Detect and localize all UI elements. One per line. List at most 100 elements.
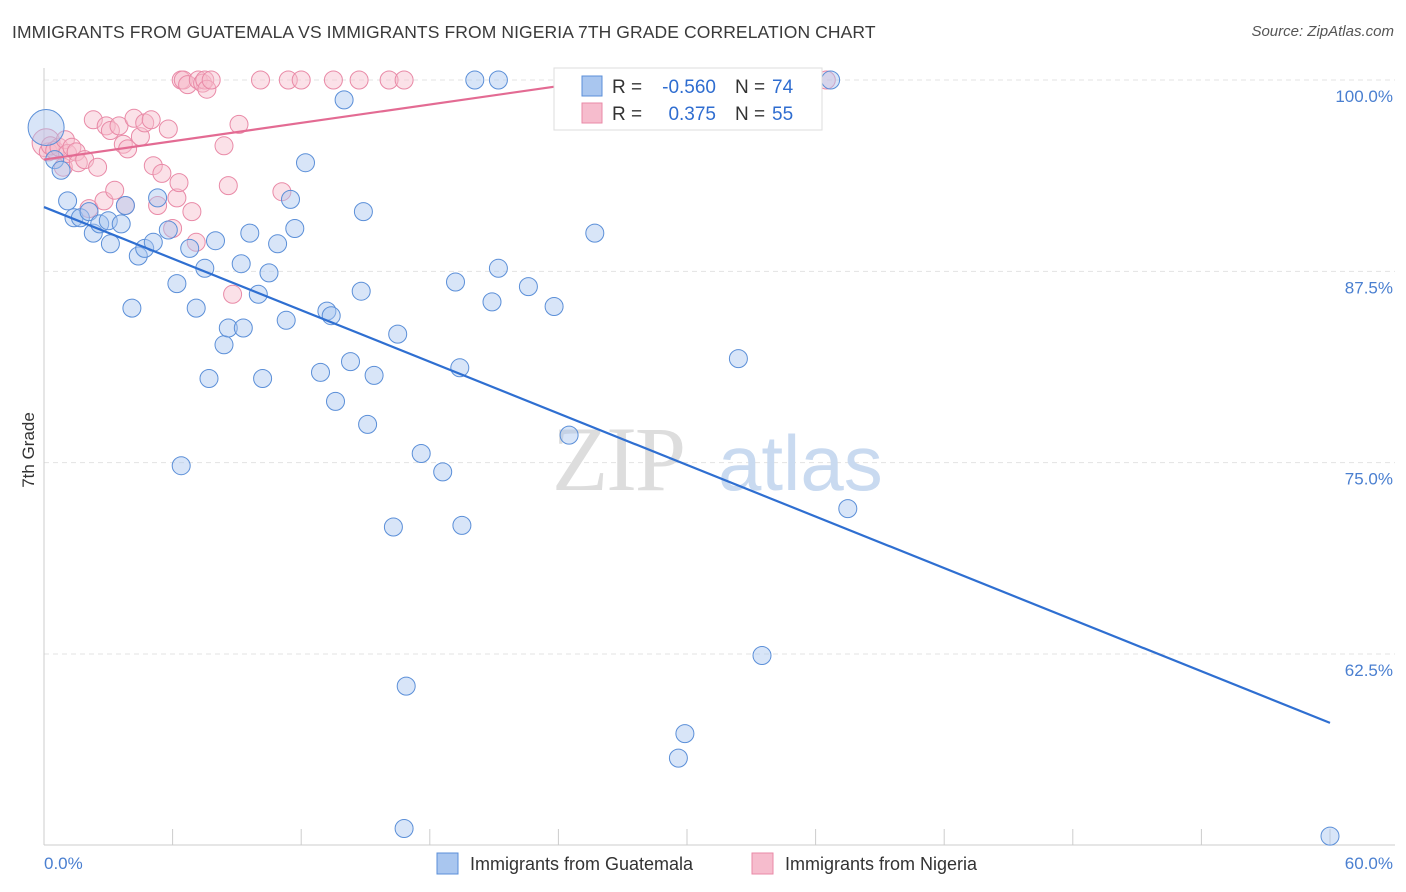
guatemala-point [186,298,206,318]
guatemala-point [394,819,414,838]
guatemala-point [233,318,253,338]
legend-swatch-guatemala [581,75,603,97]
source-label: Source: ZipAtlas.com [1251,23,1394,40]
guatemala-point [231,254,251,274]
guatemala-point [334,90,354,110]
x-tick-label-min: 0.0% [44,854,83,873]
nigeria-point [229,114,249,134]
guatemala-point [446,272,465,292]
nigeria-point [278,70,298,90]
guatemala-point [199,369,219,388]
nigeria-point [201,70,221,90]
chart-title: IMMIGRANTS FROM GUATEMALA VS IMMIGRANTS … [12,22,876,42]
nigeria-point [291,70,311,90]
series-guatemala-points [27,70,1340,846]
guatemala-point [158,220,178,240]
legend-box: R = -0.560 N = 74 R = 0.375 N = 55 [553,67,823,131]
guatemala-point [111,214,131,234]
bottom-legend-label-guatemala: Immigrants from Guatemala [470,854,694,874]
axes [43,68,1395,846]
y-tick-label: 75.0% [1345,470,1393,489]
guatemala-point [240,223,260,243]
bottom-legend-label-nigeria: Immigrants from Nigeria [785,854,978,874]
x-tick-labels: 0.0% 60.0% [44,854,1393,873]
guatemala-point [364,365,384,385]
guatemala-point [171,456,191,476]
guatemala-point [311,362,330,382]
y-tick-label: 87.5% [1345,278,1393,297]
guatemala-point [821,70,841,90]
nigeria-point [88,157,108,177]
guatemala-point [488,258,508,278]
guatemala-point [544,297,564,316]
guatemala-point [148,188,168,208]
nigeria-point [109,116,129,136]
nigeria-point [394,70,414,90]
guatemala-point [388,324,408,344]
bottom-legend-swatch-nigeria [751,852,774,875]
y-tick-label: 62.5% [1345,661,1393,680]
nigeria-point [105,180,125,200]
guatemala-point [488,70,508,90]
guatemala-point [838,499,858,519]
guatemala-point [259,263,279,283]
y-tick-labels: 62.5% 75.0% 87.5% 100.0% [1335,87,1393,680]
guatemala-point [79,202,99,222]
nigeria-point [158,119,178,139]
bottom-legend: Immigrants from Guatemala Immigrants fro… [436,852,978,875]
guatemala-point [115,196,135,215]
legend-r-label-nigeria: R = [612,104,642,125]
nigeria-point [251,70,270,90]
nigeria-point [167,188,187,208]
grid-lines [44,79,1395,655]
guatemala-point [559,425,579,445]
nigeria-point [152,163,172,183]
guatemala-point [51,160,71,180]
legend-n-label-nigeria: N = [735,104,765,125]
legend-n-value-nigeria: 55 [772,104,793,125]
guatemala-trend-line [43,206,1331,724]
guatemala-point [268,234,288,254]
guatemala-point [433,462,453,482]
nigeria-point [349,70,369,90]
guatemala-point [518,277,538,297]
guatemala-point [100,234,120,254]
guatemala-point [326,391,345,411]
x-tick-label-max: 60.0% [1345,854,1393,873]
guatemala-point [396,676,416,696]
legend-n-value-guatemala: 74 [772,77,794,98]
guatemala-point [383,517,403,537]
y-axis-label: 7th Grade [19,412,38,488]
watermark: ZIP atlas [552,408,883,510]
y-tick-label: 100.0% [1335,87,1393,106]
legend-swatch-nigeria [581,102,603,124]
guatemala-point [675,724,695,744]
guatemala-point [411,444,431,463]
guatemala-point [351,281,371,301]
legend-r-value-nigeria: 0.375 [668,104,716,125]
guatemala-point [253,369,273,388]
series-nigeria-points [31,70,836,304]
guatemala-point [180,238,200,258]
guatemala-point [214,335,234,355]
nigeria-point [55,130,75,150]
guatemala-point [668,748,688,768]
guatemala-point [122,298,142,318]
nigeria-point [100,121,120,140]
legend-r-label-guatemala: R = [612,77,642,98]
guatemala-point [167,274,187,294]
guatemala-point [585,223,605,243]
guatemala-point [58,191,78,211]
legend-n-label-guatemala: N = [735,77,765,98]
trend-lines [43,78,1331,724]
nigeria-point [218,176,238,196]
legend-r-value-guatemala: -0.560 [662,77,716,98]
guatemala-point [285,219,305,238]
guatemala-point [452,515,472,535]
nigeria-point [323,70,343,90]
nigeria-point [141,110,161,130]
nigeria-point [214,136,234,156]
guatemala-point [728,349,748,369]
nigeria-point [169,173,189,193]
